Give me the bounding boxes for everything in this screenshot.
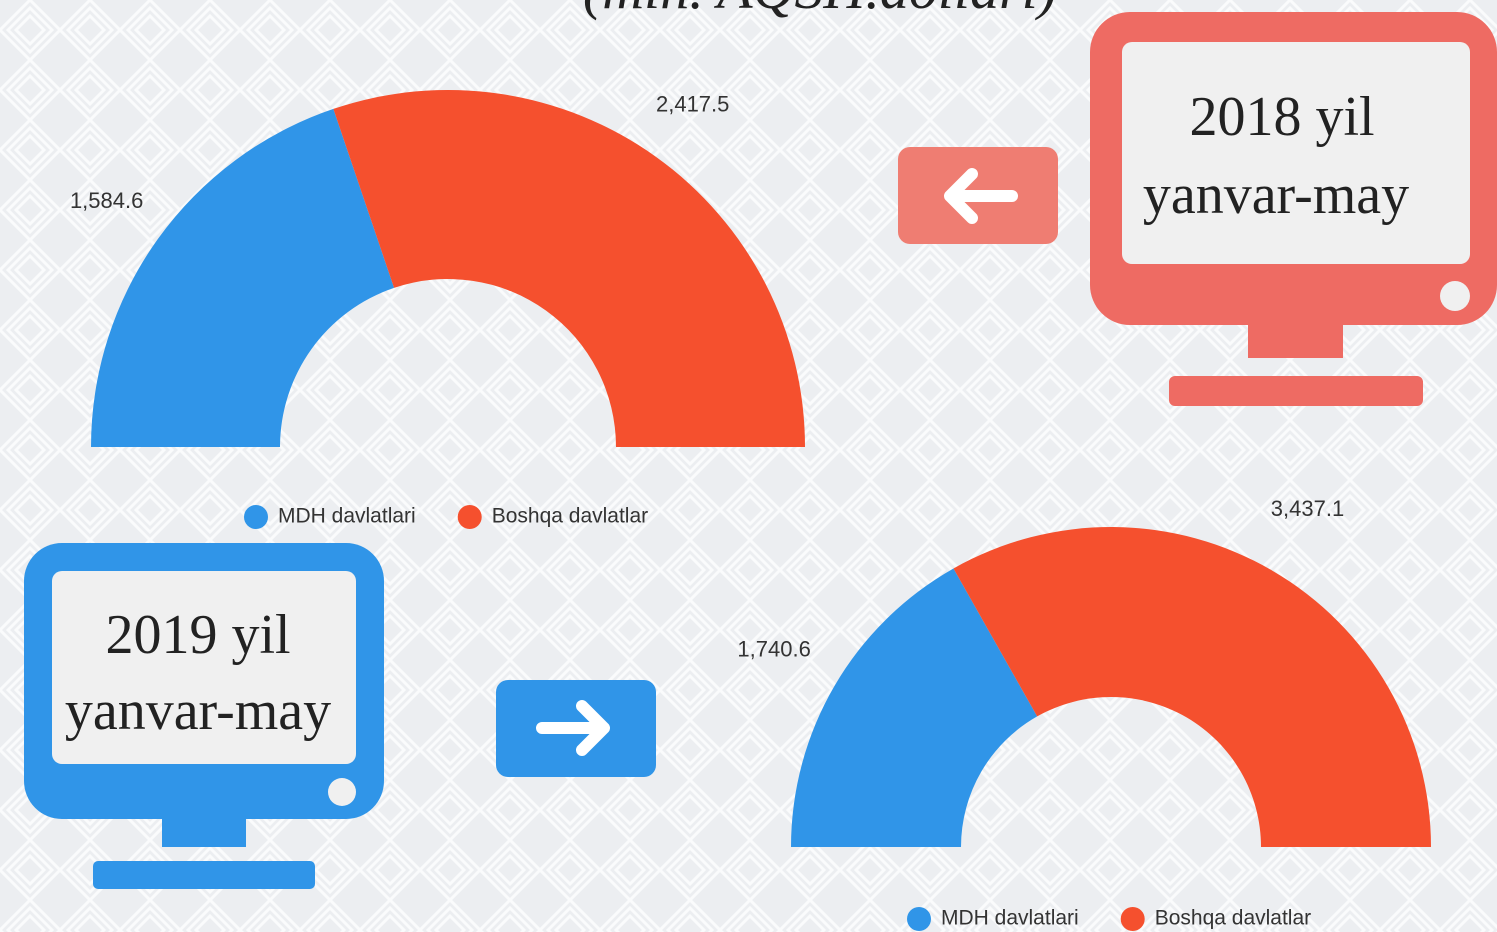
arrow-left <box>898 147 1058 244</box>
period-months: yanvar-may <box>65 680 331 742</box>
legend-label: MDH davlatlari <box>278 505 416 528</box>
legend-label: Boshqa davlatlar <box>492 505 648 528</box>
value-label: 1,740.6 <box>737 636 810 661</box>
segment <box>91 108 395 447</box>
legend-swatch <box>1120 907 1145 931</box>
legend-swatch <box>907 907 931 931</box>
period-year: 2018 yil <box>1189 86 1374 148</box>
period-year: 2019 yil <box>105 604 290 666</box>
legend-swatch <box>244 505 268 529</box>
page-title: (mln. AQSH.dollari) <box>583 0 1057 21</box>
period-months: yanvar-may <box>1143 164 1409 226</box>
monitor-2018: 2018 yil yanvar-may <box>1090 12 1497 406</box>
value-label: 3,437.1 <box>1271 496 1344 521</box>
monitor-2019: 2019 yil yanvar-may <box>24 543 384 889</box>
segment <box>333 89 805 447</box>
legend-swatch <box>457 505 482 529</box>
value-label: 2,417.5 <box>656 91 729 116</box>
value-label: 1,584.6 <box>70 188 143 213</box>
legend-label: Boshqa davlatlar <box>1155 907 1311 930</box>
segment <box>791 568 1038 847</box>
arrow-right <box>496 680 656 777</box>
legend-label: MDH davlatlari <box>941 907 1079 930</box>
segment <box>953 526 1431 847</box>
